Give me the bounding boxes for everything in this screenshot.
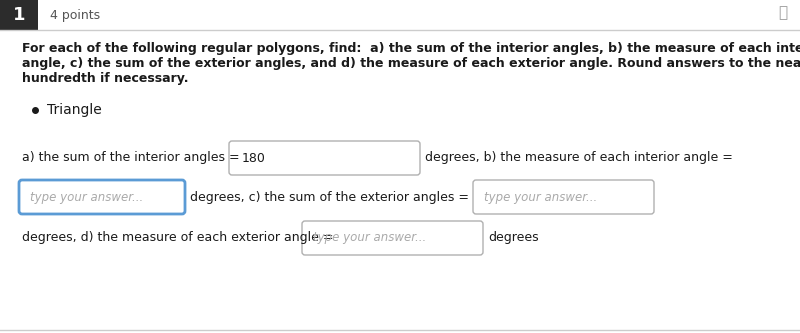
Text: degrees, b) the measure of each interior angle =: degrees, b) the measure of each interior… <box>425 152 733 165</box>
FancyBboxPatch shape <box>302 221 483 255</box>
Text: type your answer...: type your answer... <box>30 190 143 203</box>
Text: degrees: degrees <box>488 231 538 244</box>
FancyBboxPatch shape <box>473 180 654 214</box>
FancyBboxPatch shape <box>229 141 420 175</box>
Text: angle, c) the sum of the exterior angles, and d) the measure of each exterior an: angle, c) the sum of the exterior angles… <box>22 57 800 70</box>
Text: 1: 1 <box>13 6 26 24</box>
Text: degrees, c) the sum of the exterior angles =: degrees, c) the sum of the exterior angl… <box>190 190 469 203</box>
Text: type your answer...: type your answer... <box>313 231 426 244</box>
FancyBboxPatch shape <box>0 0 38 30</box>
Text: hundredth if necessary.: hundredth if necessary. <box>22 72 189 85</box>
Text: type your answer...: type your answer... <box>484 190 598 203</box>
Text: 4 points: 4 points <box>50 9 100 22</box>
Text: Triangle: Triangle <box>47 103 102 117</box>
Text: ⌖: ⌖ <box>778 6 787 21</box>
Text: For each of the following regular polygons, find:  a) the sum of the interior an: For each of the following regular polygo… <box>22 42 800 55</box>
Text: degrees, d) the measure of each exterior angle =: degrees, d) the measure of each exterior… <box>22 231 334 244</box>
FancyBboxPatch shape <box>19 180 185 214</box>
Text: a) the sum of the interior angles =: a) the sum of the interior angles = <box>22 152 240 165</box>
Text: 180: 180 <box>242 152 266 165</box>
